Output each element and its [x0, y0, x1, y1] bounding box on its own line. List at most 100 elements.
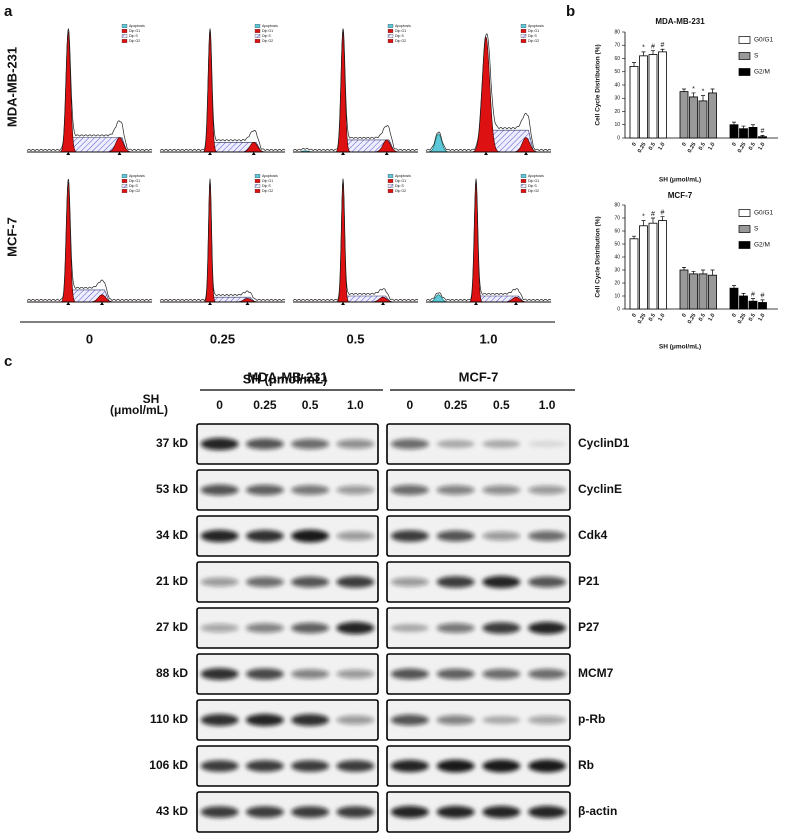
legend-label: Dip G2 [129, 189, 140, 193]
x-tick-label: 0 [631, 313, 638, 319]
legend-label: S [754, 53, 759, 60]
legend-label: Apoptosis [395, 24, 411, 28]
protein-label: CyclinD1 [578, 436, 630, 450]
error-bar [741, 293, 746, 296]
bar [698, 100, 708, 139]
error-bar [732, 121, 736, 125]
legend-swatch [520, 34, 527, 38]
blot-band [436, 576, 475, 588]
significance-marker: # [661, 210, 665, 217]
blot-band [336, 576, 375, 588]
hist-outline [425, 33, 552, 152]
bar [679, 91, 689, 139]
legend-swatch [520, 24, 527, 28]
x-tick-label: 0 [681, 142, 688, 148]
legend-swatch [254, 24, 261, 28]
blot-band [291, 485, 330, 495]
peak-marker [474, 302, 478, 305]
blot-band [390, 759, 429, 773]
hist-outline [26, 178, 153, 302]
legend-swatch [387, 29, 394, 33]
x-tick-label: 0 [631, 142, 638, 148]
bar [739, 295, 748, 310]
legend-label: Dip G2 [129, 39, 140, 43]
hist-outline [292, 178, 419, 302]
error-bar [751, 298, 755, 302]
legend-swatch [121, 179, 128, 183]
bar [639, 55, 648, 139]
protein-label: P21 [578, 574, 600, 588]
hist-g1 [160, 31, 285, 153]
legend-label: Dip G1 [395, 179, 406, 183]
blot-band [200, 577, 239, 587]
peak-marker [384, 152, 389, 155]
legend-label: Dip G2 [262, 189, 273, 193]
blot-band [336, 760, 375, 772]
blot-band [390, 438, 429, 450]
legend-label: Dip S [262, 184, 271, 188]
blot-band [436, 439, 475, 449]
legend-label: Dip S [129, 184, 138, 188]
blot-frame [386, 745, 571, 787]
legend-swatch [520, 39, 527, 43]
blot-band [482, 805, 521, 819]
y-axis-label: Cell Cycle Distribution (%) [595, 216, 602, 297]
peak-marker [117, 152, 122, 155]
blot-band [200, 714, 239, 726]
bar [748, 127, 758, 139]
hist-g1 [160, 181, 285, 303]
legend-swatch [121, 184, 128, 188]
legend-swatch [121, 189, 128, 193]
x-tick-label: 0.5 [648, 313, 657, 323]
blot-band [390, 668, 429, 680]
dose-label: 1.0 [539, 398, 556, 412]
error-bar [691, 92, 696, 97]
significance-marker: * [692, 86, 695, 93]
legend-label: Dip G2 [395, 189, 406, 193]
blot-band [245, 576, 284, 588]
legend-label: G0/G1 [754, 210, 774, 217]
error-bar [760, 135, 765, 137]
y-tick-label: 10 [614, 293, 620, 299]
blot-band [291, 760, 330, 772]
panel-label: b [566, 3, 575, 20]
legend-swatch [520, 179, 527, 183]
significance-marker: # [651, 43, 655, 50]
legend-swatch [254, 34, 261, 38]
blot-frame [386, 607, 571, 649]
legend-swatch [254, 189, 261, 193]
legend-swatch [254, 29, 261, 33]
blot-band [482, 485, 521, 495]
peak-marker [381, 302, 385, 305]
blot-band [436, 668, 475, 680]
blot-band [482, 575, 521, 589]
bar [679, 269, 689, 310]
hist-g1 [293, 181, 418, 303]
hist-outline [292, 28, 419, 152]
blot-frame [196, 607, 379, 649]
blot-band [336, 485, 375, 495]
blot-band [245, 760, 284, 772]
size-label: 88 kD [156, 666, 188, 680]
error-bar [760, 299, 765, 303]
blot-band [245, 530, 284, 542]
x-tick-label: 1.0 [757, 142, 766, 152]
significance-marker: * [642, 45, 645, 52]
blot-band [200, 760, 239, 772]
legend-label: Apoptosis [395, 174, 411, 178]
blot-band [528, 485, 567, 495]
blot-band [528, 805, 567, 819]
legend-swatch [520, 189, 527, 193]
hist-g1 [426, 36, 551, 153]
dose-label: 0.5 [302, 398, 319, 412]
protein-label: MCM7 [578, 666, 614, 680]
legend-label: Apoptosis [129, 24, 145, 28]
blot-band [245, 668, 284, 680]
x-tick-label: 0.25 [737, 142, 748, 154]
blot-frame [196, 515, 379, 557]
bar [758, 136, 767, 139]
legend-swatch [387, 34, 394, 38]
legend-swatch [738, 36, 751, 44]
bar [758, 302, 767, 310]
peak-marker [66, 152, 71, 155]
